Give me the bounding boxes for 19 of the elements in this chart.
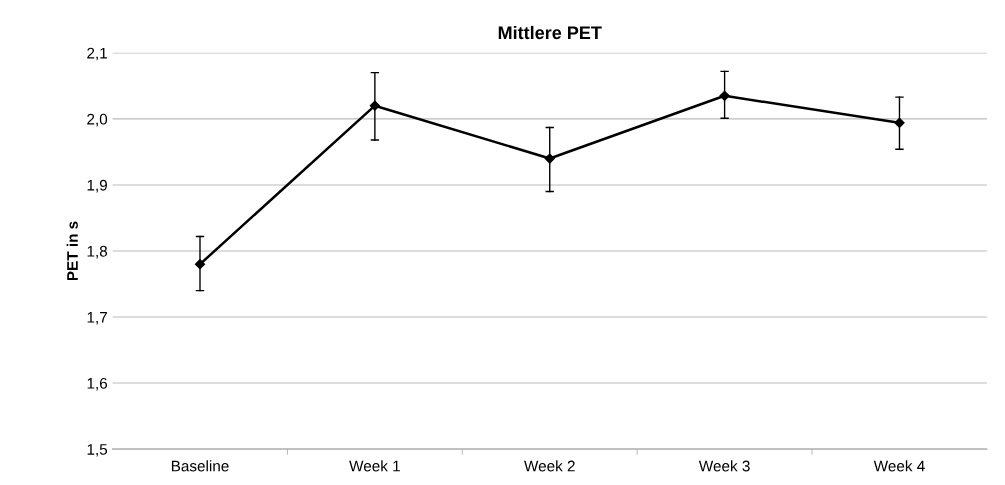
point	[894, 117, 905, 128]
y-tick-label: 1,6	[87, 377, 108, 391]
y-tick-label: 1,7	[87, 312, 107, 325]
point	[719, 90, 730, 101]
x-tick-label: Week 4	[873, 460, 925, 472]
point	[544, 153, 555, 164]
point	[194, 259, 206, 270]
x-tick-label: Week 2	[524, 460, 575, 472]
x-tick-label: Week 3	[698, 460, 750, 472]
x-tick-label: Week 1	[349, 460, 400, 472]
y-tick-label: 1,5	[87, 444, 108, 457]
x-tick-label: Baseline	[171, 460, 229, 472]
y-tick-label: 1,8	[87, 245, 108, 259]
y-tick-label: 2,0	[87, 113, 108, 127]
y-axis-title: PET in s	[66, 221, 78, 281]
y-tick-label: 2,1	[87, 47, 107, 61]
point	[369, 100, 380, 111]
y-tick-label: 1,9	[87, 179, 107, 193]
chart-title: Mittlere PET	[498, 25, 602, 40]
